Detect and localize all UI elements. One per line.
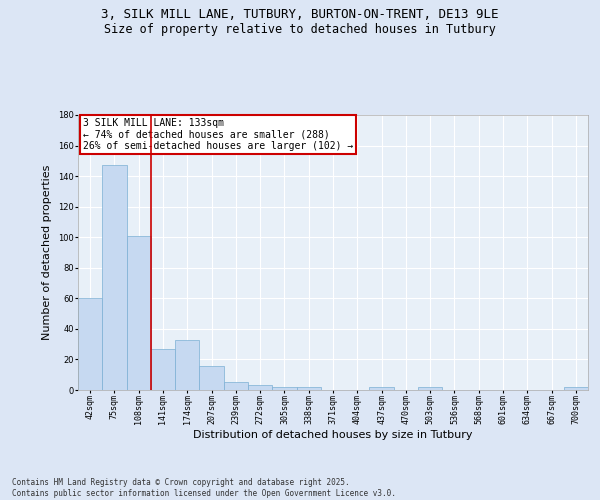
X-axis label: Distribution of detached houses by size in Tutbury: Distribution of detached houses by size … xyxy=(193,430,473,440)
Bar xyxy=(102,166,127,390)
Bar xyxy=(151,349,175,390)
Text: 3, SILK MILL LANE, TUTBURY, BURTON-ON-TRENT, DE13 9LE: 3, SILK MILL LANE, TUTBURY, BURTON-ON-TR… xyxy=(101,8,499,20)
Bar xyxy=(224,382,248,390)
Bar xyxy=(296,387,321,390)
Y-axis label: Number of detached properties: Number of detached properties xyxy=(43,165,52,340)
Bar xyxy=(272,387,296,390)
Bar xyxy=(564,387,588,390)
Bar xyxy=(78,298,102,390)
Bar xyxy=(418,387,442,390)
Text: Contains HM Land Registry data © Crown copyright and database right 2025.
Contai: Contains HM Land Registry data © Crown c… xyxy=(12,478,396,498)
Text: 3 SILK MILL LANE: 133sqm
← 74% of detached houses are smaller (288)
26% of semi-: 3 SILK MILL LANE: 133sqm ← 74% of detach… xyxy=(83,118,353,151)
Bar xyxy=(248,386,272,390)
Bar xyxy=(199,366,224,390)
Bar xyxy=(127,236,151,390)
Text: Size of property relative to detached houses in Tutbury: Size of property relative to detached ho… xyxy=(104,22,496,36)
Bar xyxy=(370,387,394,390)
Bar xyxy=(175,340,199,390)
